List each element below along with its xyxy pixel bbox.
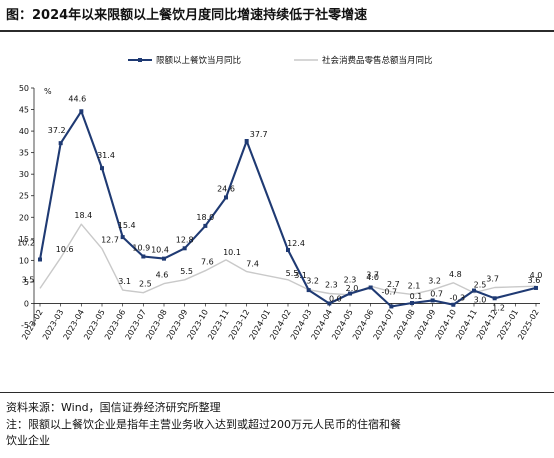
marker-catering: [244, 139, 249, 144]
y-tick-label: 20: [19, 213, 29, 222]
data-label-catering: 10.2: [17, 239, 35, 248]
marker-catering: [492, 296, 497, 301]
marker-catering: [141, 254, 146, 259]
y-tick-label: 40: [19, 127, 29, 136]
data-label-catering: 1.2: [492, 303, 505, 312]
marker-catering: [224, 195, 228, 200]
data-label-retail: 4.8: [449, 270, 462, 279]
data-label-retail: 18.4: [74, 211, 92, 220]
title-bar: 图：2024年以来限额以上餐饮月度同比增速持续低于社零增速: [0, 0, 554, 32]
data-label-catering: 10.4: [151, 246, 169, 255]
marker-catering: [348, 291, 352, 296]
y-tick-label: 35: [19, 149, 29, 158]
marker-catering: [451, 302, 456, 307]
data-label-catering: 12.4: [287, 239, 305, 248]
data-label-retail: 2.3: [325, 281, 338, 290]
data-label-retail: 3.7: [486, 275, 499, 284]
data-label-retail: 3.1: [118, 277, 131, 286]
data-label-catering: 44.6: [68, 94, 86, 103]
data-label-catering: 12.8: [176, 235, 194, 244]
data-label-catering: 10.9: [132, 243, 150, 252]
marker-catering: [162, 256, 166, 261]
y-tick-label: 5: [24, 278, 29, 287]
marker-catering: [38, 257, 42, 262]
series-line-retail: [39, 223, 537, 296]
data-label-catering: 37.7: [250, 130, 268, 139]
data-label-catering: 18.0: [196, 213, 214, 222]
data-label-retail: 5.5: [286, 269, 299, 278]
data-label-retail: 4.0: [366, 273, 379, 282]
data-label-catering: 3.6: [528, 276, 541, 285]
marker-catering: [58, 141, 63, 146]
legend-label-retail: 社会消费品零售总额当月同比: [322, 55, 433, 66]
y-tick-label: 30: [19, 170, 29, 179]
data-label-retail: 2.5: [474, 281, 487, 290]
data-label-retail: 7.4: [246, 260, 259, 269]
data-label-retail: 2.5: [139, 280, 152, 289]
data-label-catering: 0.7: [430, 289, 443, 298]
data-label-catering: 31.4: [97, 151, 115, 160]
legend-marker-catering: [138, 58, 142, 62]
data-label-retail: 3.2: [306, 277, 319, 286]
y-tick-label: 15: [19, 235, 29, 244]
marker-catering: [120, 235, 125, 240]
data-label-retail: 10.1: [223, 248, 241, 257]
marker-catering: [182, 246, 187, 251]
marker-catering: [286, 248, 290, 253]
data-label-catering: 3.1: [294, 271, 307, 280]
marker-catering: [368, 285, 373, 290]
legend: 限额以上餐饮当月同比 社会消费品零售总额当月同比: [128, 55, 433, 66]
marker-catering: [100, 166, 104, 171]
data-label-retail: 3.2: [428, 277, 441, 286]
marker-catering: [79, 109, 84, 114]
x-tick-label: 2025-02: [516, 308, 541, 341]
data-label-catering: 0.1: [410, 292, 423, 301]
marker-catering: [389, 304, 394, 309]
data-label-retail: 2.0: [346, 284, 359, 293]
data-label-retail: 10.6: [56, 245, 74, 254]
data-label-catering: 15.4: [118, 221, 136, 230]
data-label-catering: 24.6: [217, 184, 235, 193]
data-label-catering: 2.3: [344, 276, 357, 285]
y-axis-unit: %: [44, 87, 52, 96]
y-tick-label: 10: [19, 256, 29, 265]
marker-catering: [306, 288, 311, 293]
marker-catering: [430, 298, 435, 303]
y-tick-label: 50: [19, 84, 29, 93]
marker-catering: [410, 301, 414, 306]
y-tick-label: 0: [24, 299, 29, 308]
data-label-retail: 4.6: [156, 271, 169, 280]
footnote-line-1: 注：限额以上餐饮企业是指年主营业务收入达到或超过200万元人民币的住宿和餐: [6, 418, 401, 431]
data-label-retail: 7.6: [201, 258, 214, 267]
line-chart: 限额以上餐饮当月同比 社会消费品零售总额当月同比 -5 0 5 10 15 20 25 30 35…: [17, 55, 542, 341]
data-label-catering: -0.7: [382, 287, 398, 296]
data-label-catering: 3.7: [366, 271, 379, 280]
marker-catering: [472, 288, 476, 293]
data-label-catering: 37.2: [48, 126, 66, 135]
data-label-catering: -0.3: [450, 294, 466, 303]
data-label-retail: 4.0: [530, 271, 543, 280]
data-label-retail: 2.7: [387, 280, 400, 289]
data-label-retail: 3.5: [22, 275, 35, 284]
y-tick-label: 45: [19, 106, 29, 115]
data-label-catering: 3.0: [474, 296, 487, 305]
footnote-line-2: 饮业企业: [6, 434, 50, 447]
data-labels: 10.2 37.2 44.6 31.4 15.4 10.9 10.4 12.8 18.0 24.6…: [17, 94, 542, 312]
source-note: 资料来源：Wind，国信证券经济研究所整理: [6, 401, 221, 414]
data-label-catering: 0.0: [329, 294, 342, 303]
data-label-retail: 2.1: [408, 281, 421, 290]
data-label-retail: 12.7: [101, 236, 119, 245]
legend-label-catering: 限额以上餐饮当月同比: [156, 55, 241, 66]
y-tick-label: 25: [19, 192, 29, 201]
series-layer: [38, 109, 538, 309]
y-tick-label: -5: [21, 321, 29, 330]
footer-divider: [0, 392, 554, 393]
data-label-retail: 5.5: [180, 267, 193, 276]
figure-title: 图：2024年以来限额以上餐饮月度同比增速持续低于社零增速: [6, 8, 368, 23]
marker-catering: [203, 223, 208, 228]
marker-catering: [534, 285, 538, 290]
marker-catering: [327, 301, 332, 306]
